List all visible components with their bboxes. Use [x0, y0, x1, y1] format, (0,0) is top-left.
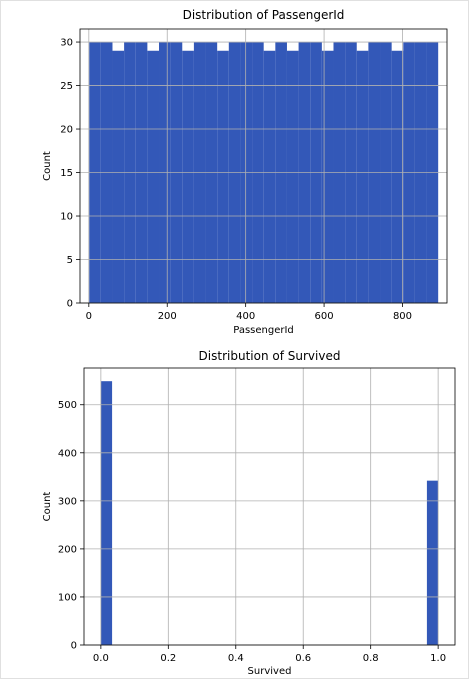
x-tick-label: 0 — [86, 311, 92, 322]
y-axis-label: Count — [42, 151, 53, 181]
histogram-bar — [100, 381, 113, 645]
x-tick-label: 0.2 — [160, 653, 176, 664]
y-tick-label: 300 — [58, 496, 77, 507]
y-tick-label: 15 — [60, 168, 73, 179]
x-tick-label: 800 — [393, 311, 412, 322]
x-tick-label: 0.8 — [363, 653, 379, 664]
y-tick-label: 500 — [58, 400, 77, 411]
y-axis-label: Count — [42, 492, 53, 522]
histogram-bar — [217, 50, 229, 303]
y-tick-label: 5 — [67, 255, 73, 266]
y-tick-label: 20 — [60, 125, 73, 136]
histogram-bar — [147, 50, 159, 303]
y-tick-label: 25 — [60, 81, 73, 92]
histogram-bar — [426, 480, 439, 645]
y-tick-label: 10 — [60, 212, 73, 223]
chart-title: Distribution of PassengerId — [183, 8, 345, 22]
x-tick-label: 0.6 — [295, 653, 311, 664]
y-tick-label: 100 — [58, 592, 77, 603]
y-tick-label: 30 — [60, 38, 73, 49]
x-axis-label: PassengerId — [233, 325, 294, 336]
chart-title: Distribution of Survived — [199, 349, 341, 363]
x-tick-label: 1.0 — [430, 653, 446, 664]
histogram-bar — [286, 50, 299, 303]
histogram-bar — [112, 50, 125, 303]
histogram-bar — [391, 50, 404, 303]
chart-1: 0 200 400 600 800 0 5 10 15 20 25 30 Distribution of… — [42, 8, 448, 336]
y-tick-label: 400 — [58, 448, 77, 459]
histogram-bar — [356, 50, 369, 303]
x-tick-label: 0.0 — [93, 653, 109, 664]
chart-2: 0.0 0.2 0.4 0.6 0.8 1.0 0 100 200 300 400 500 Distri… — [42, 349, 456, 677]
histogram-bar — [182, 50, 194, 303]
plot-area-frame — [83, 367, 456, 646]
y-tick-label: 0 — [67, 299, 73, 310]
x-tick-label: 200 — [158, 311, 177, 322]
histogram-bar — [263, 50, 276, 303]
y-tick-label: 0 — [71, 641, 77, 652]
plot-area-frame — [79, 28, 448, 304]
x-tick-label: 0.4 — [228, 653, 244, 664]
x-tick-label: 400 — [236, 311, 255, 322]
x-tick-label: 600 — [315, 311, 334, 322]
histogram-bar — [321, 50, 334, 303]
y-tick-label: 200 — [58, 544, 77, 555]
x-axis-label: Survived — [248, 666, 292, 677]
